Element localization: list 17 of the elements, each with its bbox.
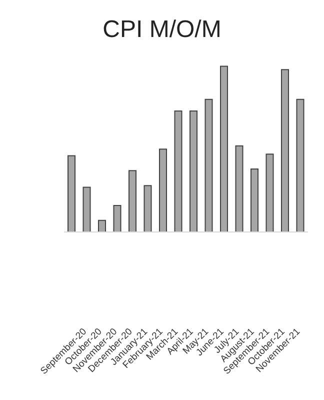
bar bbox=[220, 66, 228, 232]
bar bbox=[113, 204, 122, 232]
bar bbox=[190, 110, 198, 232]
bar bbox=[128, 170, 136, 232]
bar bbox=[159, 148, 167, 232]
bar bbox=[250, 168, 258, 232]
bar bbox=[266, 154, 274, 232]
bar bbox=[174, 110, 182, 232]
bar bbox=[204, 98, 213, 232]
bar bbox=[82, 186, 91, 232]
bar bbox=[144, 185, 152, 232]
chart-title: CPI M/O/M bbox=[102, 16, 222, 44]
bar bbox=[296, 98, 304, 232]
bar bbox=[98, 220, 106, 232]
bar bbox=[235, 145, 244, 232]
bar bbox=[281, 69, 289, 232]
bar bbox=[68, 155, 76, 232]
